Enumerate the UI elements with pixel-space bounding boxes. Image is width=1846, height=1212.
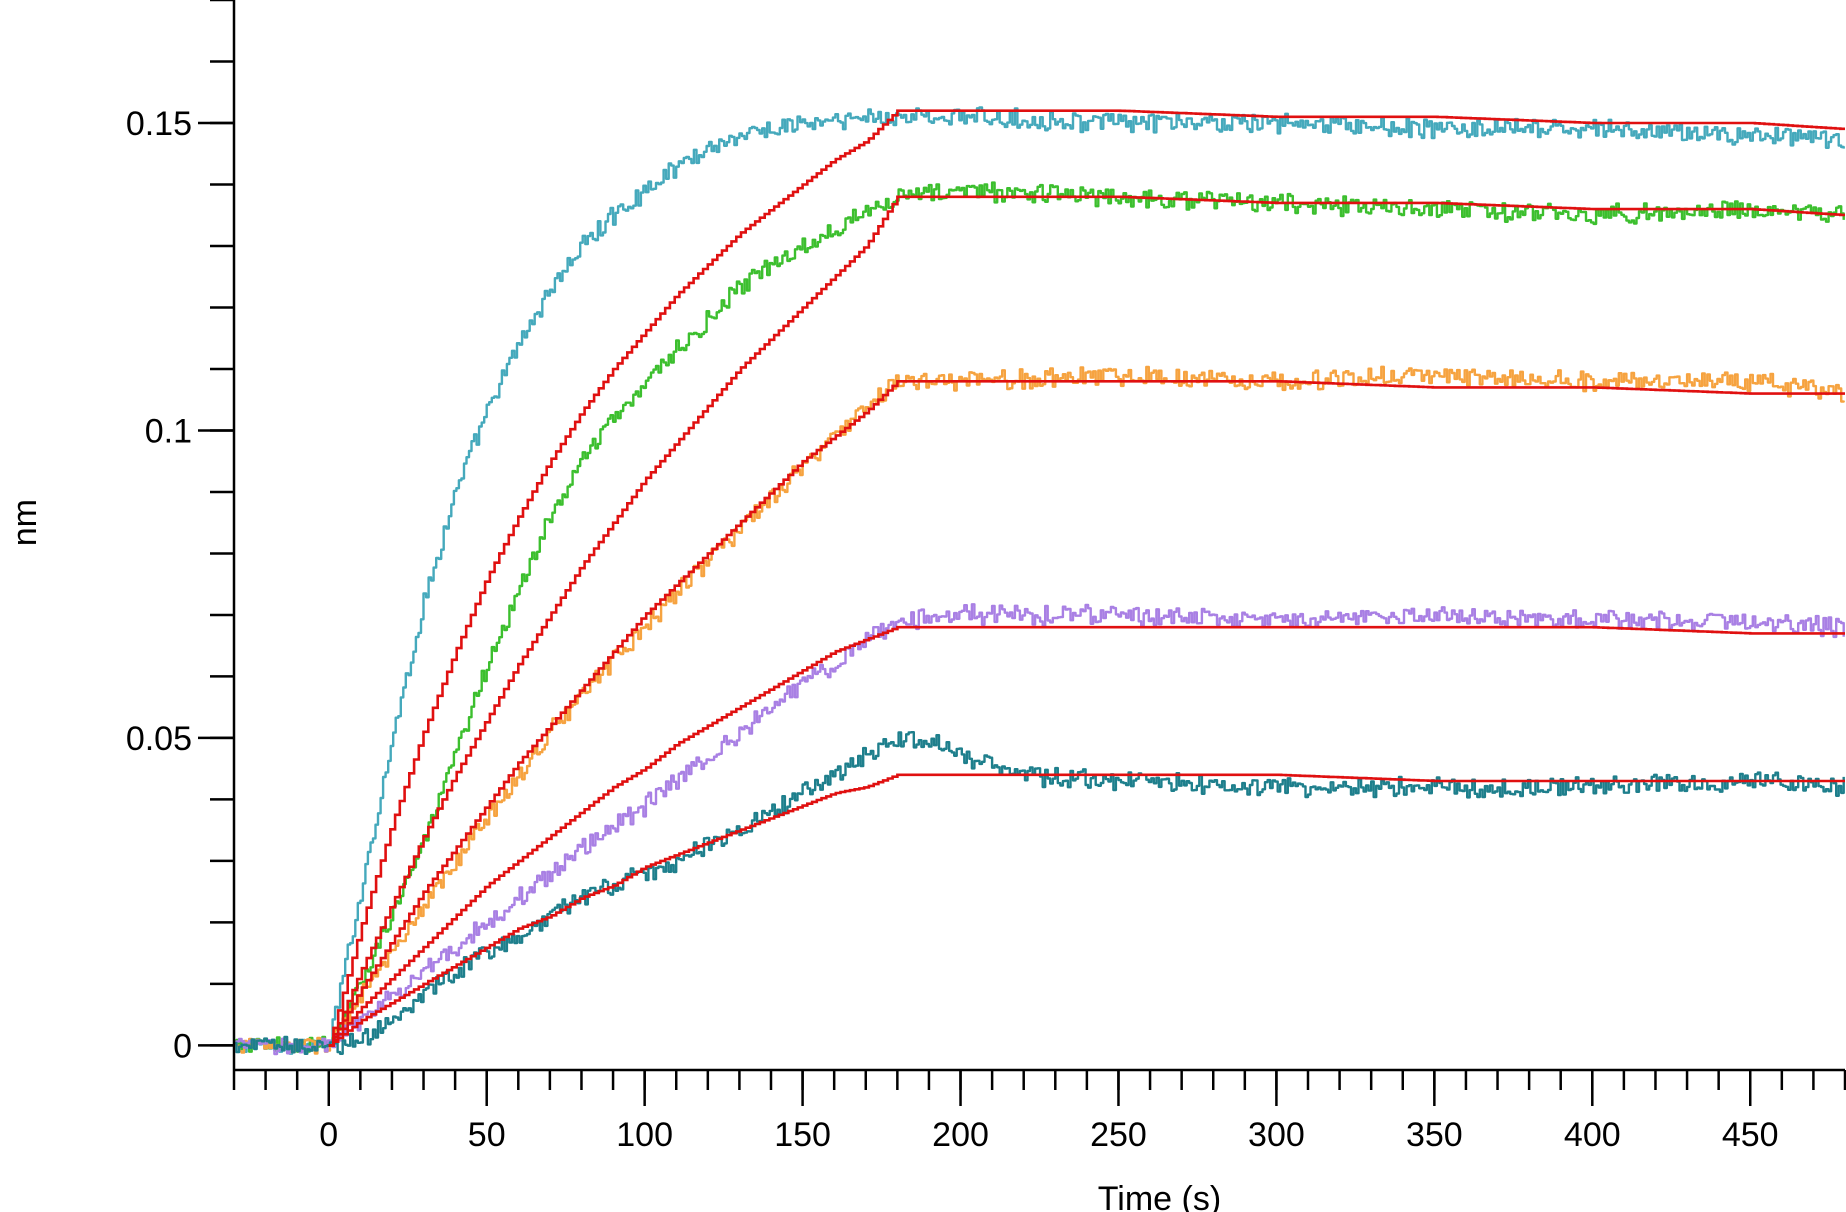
fit-curve-5 <box>328 773 1845 1047</box>
x-tick-label: 350 <box>1406 1116 1463 1154</box>
x-tick-label: 450 <box>1722 1116 1779 1154</box>
x-tick-label: 50 <box>468 1116 506 1154</box>
x-tick-label: 0 <box>319 1116 338 1154</box>
x-tick-label: 300 <box>1248 1116 1305 1154</box>
fit-curve-4 <box>328 625 1845 1047</box>
y-tick-label: 0.1 <box>145 412 192 450</box>
x-tick-label: 100 <box>616 1116 673 1154</box>
y-tick-label: 0 <box>173 1027 192 1065</box>
y-tick-label: 0.05 <box>126 720 192 758</box>
measured-trace-5 <box>234 731 1845 1056</box>
x-tick-label: 400 <box>1564 1116 1621 1154</box>
y-axis-title: nm <box>6 499 44 546</box>
x-tick-label: 250 <box>1090 1116 1147 1154</box>
fit-curve-3 <box>328 379 1845 1047</box>
x-tick-label: 150 <box>774 1116 831 1154</box>
axes: 0 50 100 150 200 250 300 350 400 450 0 0.05 0.1 0.15 <box>126 0 1846 1154</box>
plot-area <box>234 106 1845 1056</box>
measured-trace-2 <box>234 181 1845 1053</box>
measured-trace-3 <box>234 365 1845 1055</box>
x-tick-label: 200 <box>932 1116 989 1154</box>
measured-trace-4 <box>234 603 1845 1056</box>
fit-curve-1 <box>328 109 1845 1047</box>
measured-trace-1 <box>234 106 1845 1055</box>
fit-curve-2 <box>328 195 1845 1047</box>
x-axis-title: Time (s) <box>1098 1180 1221 1212</box>
y-tick-label: 0.15 <box>126 105 192 143</box>
